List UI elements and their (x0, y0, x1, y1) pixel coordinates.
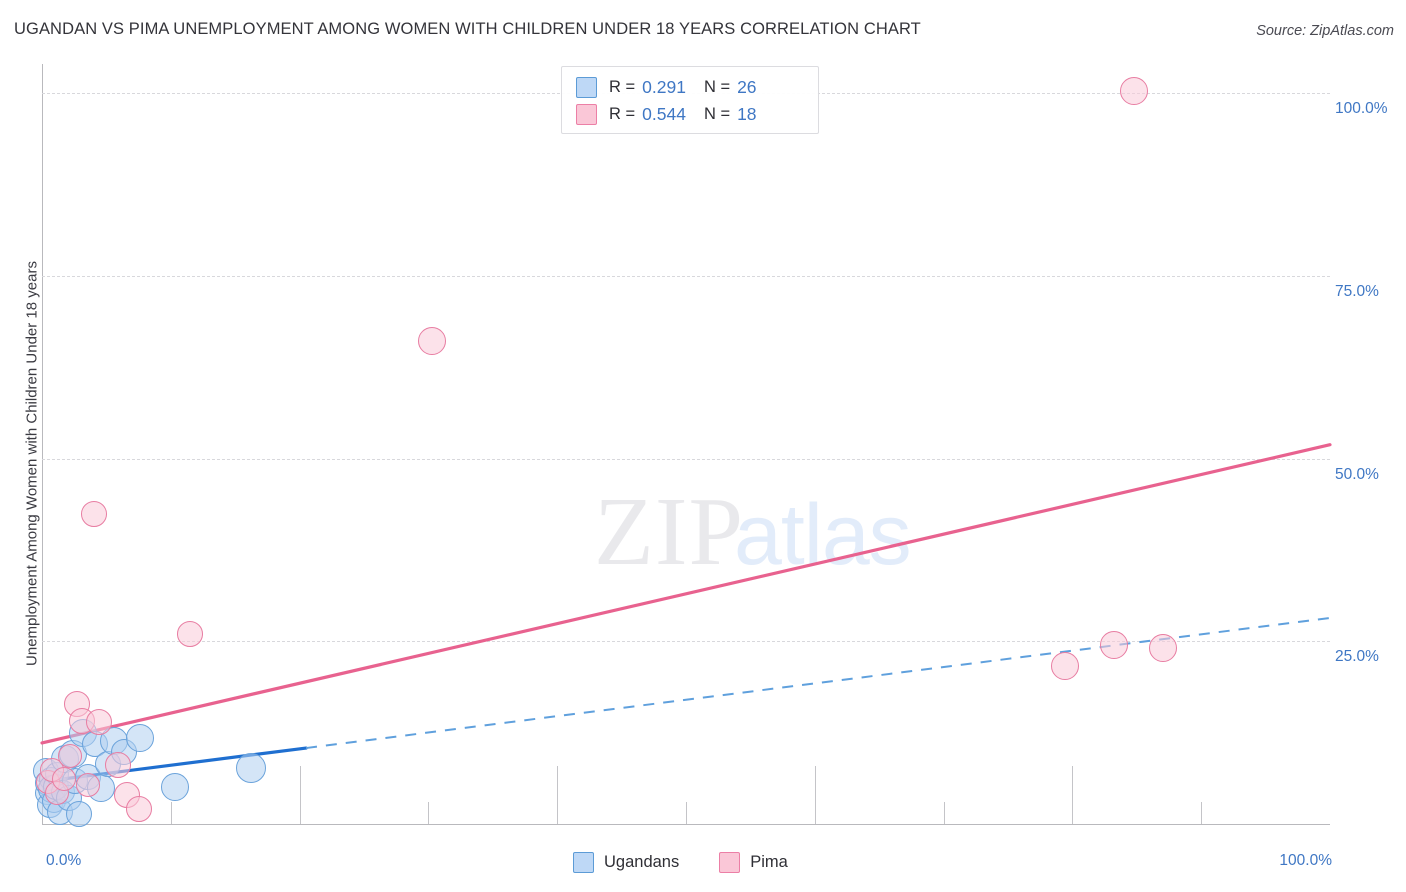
scatter-point-pima (85, 709, 112, 736)
scatter-point-pima (58, 744, 83, 769)
n-label: N = (703, 104, 731, 123)
x-axis-tick (814, 766, 816, 824)
watermark-zip: ZIP (594, 478, 744, 586)
scatter-point-pima (1099, 630, 1128, 659)
scatter-point-pima (104, 751, 131, 778)
plot-area: ZIPatlas (32, 64, 1332, 827)
scatter-point-pima (76, 773, 101, 798)
trendlines (40, 443, 1332, 784)
scatter-point-pima (80, 501, 107, 528)
r-value: 0.544 (642, 103, 686, 124)
page-title: UGANDAN VS PIMA UNEMPLOYMENT AMONG WOMEN… (14, 20, 921, 38)
pima-swatch-icon (576, 103, 597, 125)
y-axis-tick-label: 50.0% (1335, 465, 1379, 483)
n-label: N = (703, 77, 731, 96)
ugandans-swatch-icon (576, 76, 597, 98)
scatter-point-pima (418, 326, 447, 355)
x-axis-tick-label: 0.0% (46, 852, 82, 869)
scatter-point-pima (177, 621, 204, 647)
x-axis-tick (943, 802, 945, 824)
scatter-point-ugandans (125, 723, 154, 752)
y-axis-tick-label: 75.0% (1335, 282, 1379, 300)
x-axis-tick-label: 100.0% (1279, 852, 1332, 869)
x-axis-tick (170, 802, 172, 824)
x-axis-tick (1072, 766, 1074, 824)
gridline (42, 275, 1330, 277)
n-value: 18 (737, 103, 757, 124)
scatter-point-pima (1148, 633, 1177, 662)
series-legend-item-pima[interactable]: Pima (719, 852, 788, 873)
series-legend: Ugandans Pima (573, 852, 788, 873)
watermark-atlas: atlas (734, 487, 912, 583)
gridline (42, 458, 1330, 460)
x-axis-tick (686, 802, 687, 824)
pima-trendline (40, 443, 1332, 745)
ugandans-legend-swatch-icon (573, 852, 594, 873)
ugandans-trendline-dashed (305, 616, 1331, 750)
source-attribution: Source: ZipAtlas.com (1256, 23, 1394, 39)
series-legend-item-ugandans[interactable]: Ugandans (573, 852, 679, 873)
gridline (42, 641, 1330, 643)
scatter-point-ugandans (160, 772, 189, 801)
stats-legend: R = 0.291 N = 26 R = 0.544 N = 18 (561, 66, 819, 134)
x-axis-tick (299, 766, 301, 824)
scatter-point-ugandans (66, 800, 93, 827)
x-axis-tick (1201, 802, 1203, 824)
y-axis-title: Unemployment Among Women with Children U… (23, 261, 41, 666)
y-axis-tick-label: 25.0% (1335, 648, 1379, 666)
r-label: R = (609, 77, 636, 96)
scatter-point-pima (1050, 652, 1079, 681)
x-axis-line (42, 824, 1330, 825)
series-legend-label: Ugandans (604, 853, 680, 871)
zipatlas-watermark: ZIPatlas (594, 476, 912, 588)
stats-legend-row-ugandans: R = 0.291 N = 26 (576, 73, 757, 101)
scatter-point-ugandans (235, 752, 266, 783)
series-legend-label: Pima (750, 853, 788, 871)
r-value: 0.291 (642, 76, 686, 97)
n-value: 26 (737, 76, 757, 97)
scatter-point-pima (1120, 77, 1149, 106)
scatter-point-pima (51, 767, 76, 792)
r-label: R = (609, 104, 636, 123)
scatter-point-pima (125, 795, 152, 822)
x-axis-tick (557, 766, 559, 824)
y-axis-tick-label: 100.0% (1335, 100, 1388, 118)
x-axis-tick (428, 802, 430, 824)
pima-legend-swatch-icon (719, 852, 741, 873)
stats-legend-row-pima: R = 0.544 N = 18 (576, 100, 757, 128)
